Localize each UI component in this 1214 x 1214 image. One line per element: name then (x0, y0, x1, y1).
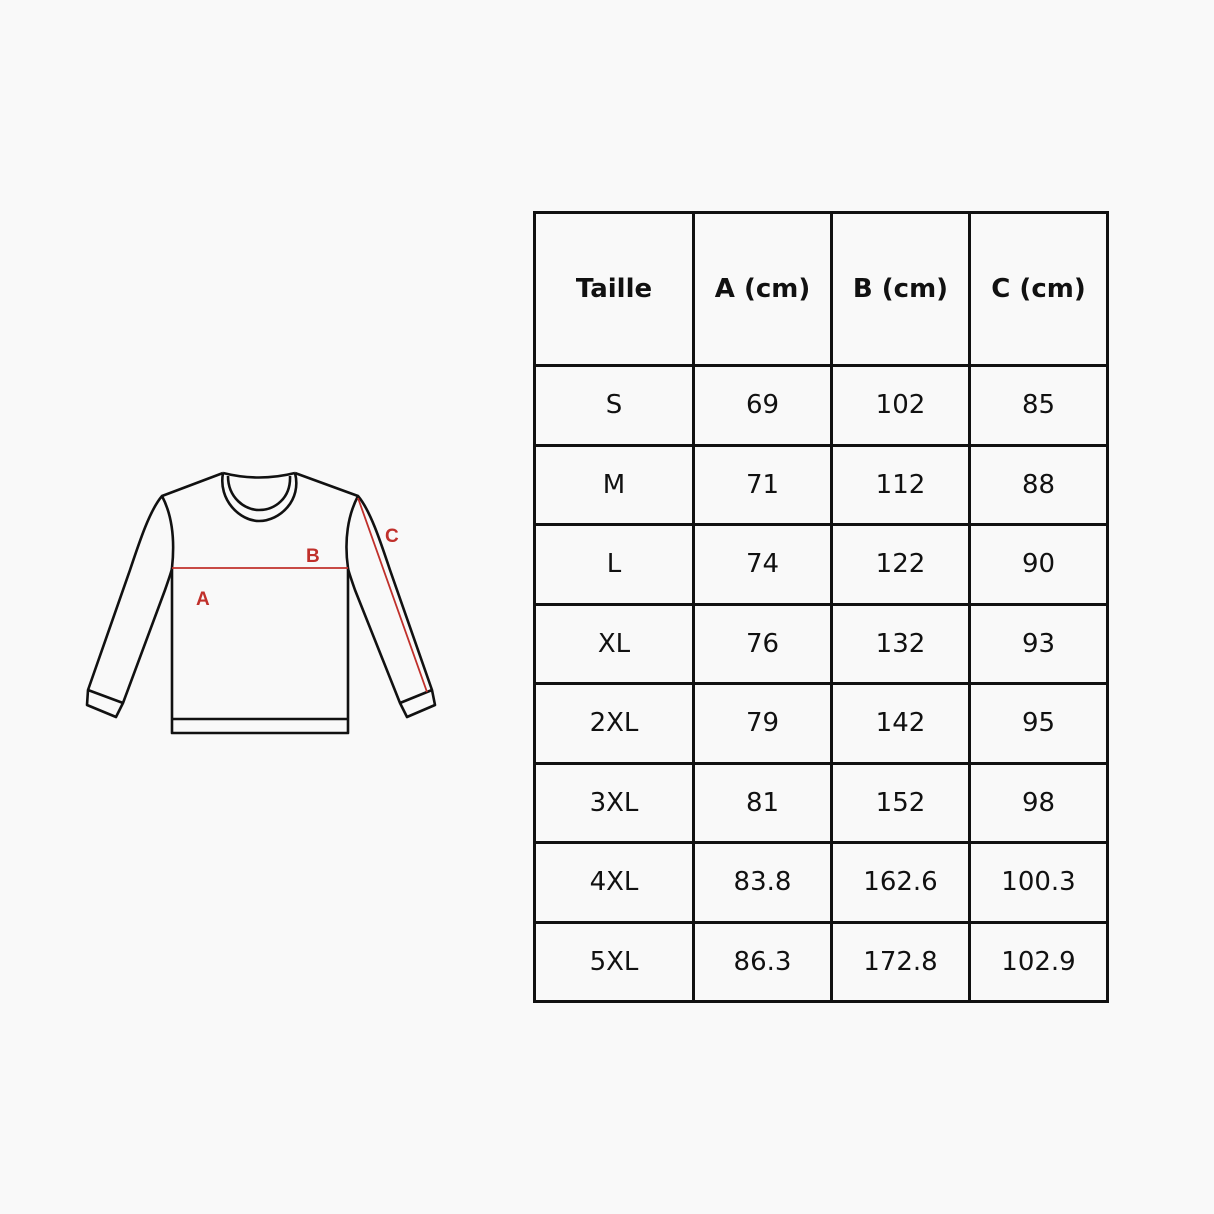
collar-outer (220, 472, 298, 523)
table-row: M 71 112 88 (533, 443, 1109, 526)
label-a: A (196, 589, 210, 610)
header-b: B (cm) (830, 211, 971, 367)
table-row: L 74 122 90 (533, 523, 1109, 606)
cell-b: 102 (830, 364, 971, 447)
table-row: S 69 102 85 (533, 364, 1109, 447)
cell-a: 79 (692, 682, 833, 765)
cell-c: 90 (968, 523, 1109, 606)
cell-b: 142 (830, 682, 971, 765)
cell-b: 122 (830, 523, 971, 606)
cell-a: 81 (692, 761, 833, 844)
collar-top (222, 471, 296, 479)
cell-b: 162.6 (830, 841, 971, 924)
cell-c: 98 (968, 761, 1109, 844)
cell-a: 74 (692, 523, 833, 606)
table-row: 4XL 83.8 162.6 100.3 (533, 841, 1109, 924)
sweater-body-outline (161, 471, 359, 735)
cell-c: 85 (968, 364, 1109, 447)
cell-size: 5XL (533, 920, 695, 1003)
cell-size: L (533, 523, 695, 606)
table-row: 2XL 79 142 95 (533, 682, 1109, 765)
label-c: C (385, 526, 399, 547)
cell-size: 4XL (533, 841, 695, 924)
label-b: B (306, 546, 320, 567)
cell-b: 112 (830, 443, 971, 526)
table-row: 3XL 81 152 98 (533, 761, 1109, 844)
cell-b: 132 (830, 602, 971, 685)
cell-size: XL (533, 602, 695, 685)
cell-c: 100.3 (968, 841, 1109, 924)
table-row: 5XL 86.3 172.8 102.9 (533, 920, 1109, 1003)
measure-c-line (357, 497, 428, 693)
left-cuff-line (87, 688, 124, 705)
header-c: C (cm) (968, 211, 1109, 367)
right-cuff-line (399, 688, 433, 705)
cell-a: 83.8 (692, 841, 833, 924)
cell-size: M (533, 443, 695, 526)
cell-c: 102.9 (968, 920, 1109, 1003)
cell-c: 95 (968, 682, 1109, 765)
table-row: XL 76 132 93 (533, 602, 1109, 685)
cell-a: 71 (692, 443, 833, 526)
cell-a: 86.3 (692, 920, 833, 1003)
header-a: A (cm) (692, 211, 833, 367)
cell-size: S (533, 364, 695, 447)
header-size: Taille (533, 211, 695, 367)
cell-b: 172.8 (830, 920, 971, 1003)
header-row: Taille A (cm) B (cm) C (cm) (533, 211, 1109, 367)
cell-size: 2XL (533, 682, 695, 765)
left-sleeve (85, 494, 175, 719)
cell-a: 69 (692, 364, 833, 447)
cell-size: 3XL (533, 761, 695, 844)
size-table: Taille A (cm) B (cm) C (cm) S 69 102 85 M 71 1… (533, 211, 1109, 1003)
cell-c: 93 (968, 602, 1109, 685)
cell-a: 76 (692, 602, 833, 685)
cell-c: 88 (968, 443, 1109, 526)
cell-b: 152 (830, 761, 971, 844)
right-sleeve (345, 494, 437, 719)
collar-inner (226, 475, 292, 512)
